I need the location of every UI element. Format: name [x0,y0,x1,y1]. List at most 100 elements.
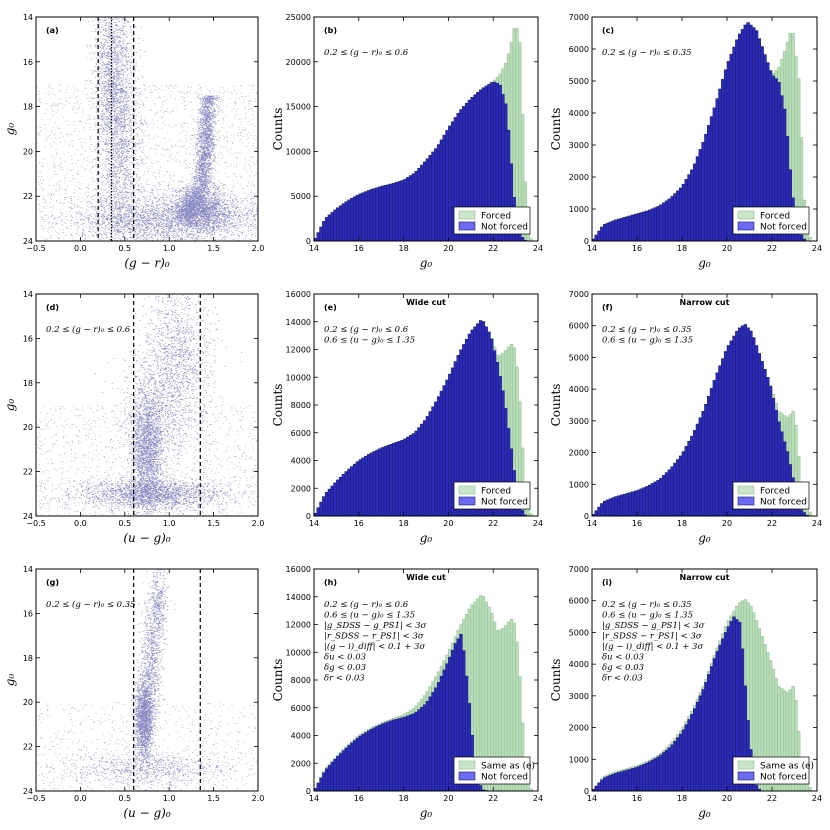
legend-swatch [737,485,755,495]
histogram-bar [656,206,660,241]
histogram-bar [636,489,641,516]
x-tick-label: 0.0 [74,794,87,803]
histogram-bar [673,193,677,241]
histogram-bar [420,164,424,241]
scatter-density [36,17,258,241]
histogram-bar [397,181,402,241]
histogram-bar [414,430,418,516]
histogram-bar [690,169,694,241]
x-tick-label: 1.0 [163,244,176,253]
histogram-bar [653,207,657,241]
panel-g: −0.5 0.0 0.5 1.0 1.5 2.0 14 16 18 20 22 24 (u − g)₀ g… [3,565,265,820]
histogram-bar [417,709,421,791]
histogram-bar [757,788,761,791]
histogram-bar [408,175,413,241]
x-tick-label: 2.0 [252,794,265,803]
histogram-bar [605,222,610,241]
histogram-bar [687,441,691,516]
x-tick-label: 14 [587,794,597,803]
x-tick-label: 22 [488,794,498,803]
histogram-bar [450,649,455,791]
histogram-bar [336,479,340,516]
series-foreground [314,81,530,241]
histogram-bar [718,644,722,791]
histogram-bar [324,491,329,516]
histogram-bar [394,718,399,791]
histogram-bar [726,61,731,241]
x-tick-label: 2.0 [252,519,265,528]
x-tick-label: 24 [812,244,822,253]
histogram-bar [386,445,390,516]
histogram-bar [633,213,638,241]
x-tick-label: 16 [354,244,364,253]
panel-h: Same as (e)Not forced 14 16 18 20 22 24 0 2000 40… [271,565,543,820]
histogram-bar [594,785,598,791]
histogram-bar [754,784,759,791]
histogram-bar [436,682,441,791]
legend-label: Forced [481,487,511,497]
histogram-bar [330,485,334,516]
bars-group [592,599,812,791]
histogram-bar [445,663,449,791]
histogram-bar [693,430,697,516]
histogram-bar [670,466,674,516]
y-tick-label: 16000 [286,290,311,299]
histogram-bar [650,483,655,516]
y-tick-label: 3000 [569,417,589,426]
x-axis-label: g₀ [698,256,711,270]
histogram-bar [386,721,390,791]
x-tick-label: 22 [488,244,498,253]
histogram-bar [422,161,427,241]
x-tick-label: 22 [488,519,498,528]
histogram-bar [707,125,711,241]
annotation-text: |(g − i)_diff| < 0.1 + 3σ [602,641,703,652]
histogram-bar [411,173,416,241]
x-tick-label: −0.5 [26,244,45,253]
histogram-bar [667,747,671,791]
histogram-bar [322,221,326,241]
histogram-bar [380,723,385,791]
y-tick-label: 14 [23,13,33,22]
histogram-bar [648,761,652,791]
x-axis-label: (u − g)₀ [123,806,170,820]
y-tick-label: 5000 [569,77,589,86]
panel-i: Same as (e)Not forced 14 16 18 20 22 24 0 1000 20… [549,565,822,820]
histogram-bar [667,198,671,241]
plot-frame [35,16,259,242]
y-tick-label: 24 [23,237,33,246]
histogram-bar [369,452,374,516]
histogram-bar [645,762,649,791]
legend-swatch [458,210,476,220]
histogram-bar [364,191,368,241]
histogram-bar [600,226,604,241]
y-axis-label: g₀ [3,399,17,412]
histogram-bar [436,396,441,516]
x-tick-label: 22 [767,794,777,803]
x-axis-label: (g − r)₀ [124,256,169,270]
legend-swatch [458,221,476,231]
histogram-bar [684,179,688,241]
histogram-bar [687,174,691,241]
histogram-bar [648,484,652,516]
histogram-bar [726,345,731,516]
histogram-bar [394,182,399,241]
histogram-bar [420,706,424,791]
x-tick-label: 14 [309,244,319,253]
y-tick-label: 3000 [569,692,589,701]
y-tick-label: 0 [584,237,589,246]
histogram-bar [628,768,632,791]
annotation-text: 0.6 ≤ (u − g)₀ ≤ 1.35 [324,610,415,621]
histogram-bar [662,202,666,241]
x-tick-label: 16 [632,794,642,803]
histogram-bar [408,714,413,791]
histogram-bar [369,729,374,791]
histogram-bar [378,186,382,241]
histogram-bar [375,187,379,241]
histogram-bar [347,745,351,791]
y-tick-label: 16000 [286,565,311,574]
histogram-bar [431,151,435,241]
legend-label: Not forced [481,223,528,233]
histogram-bar [344,201,348,241]
